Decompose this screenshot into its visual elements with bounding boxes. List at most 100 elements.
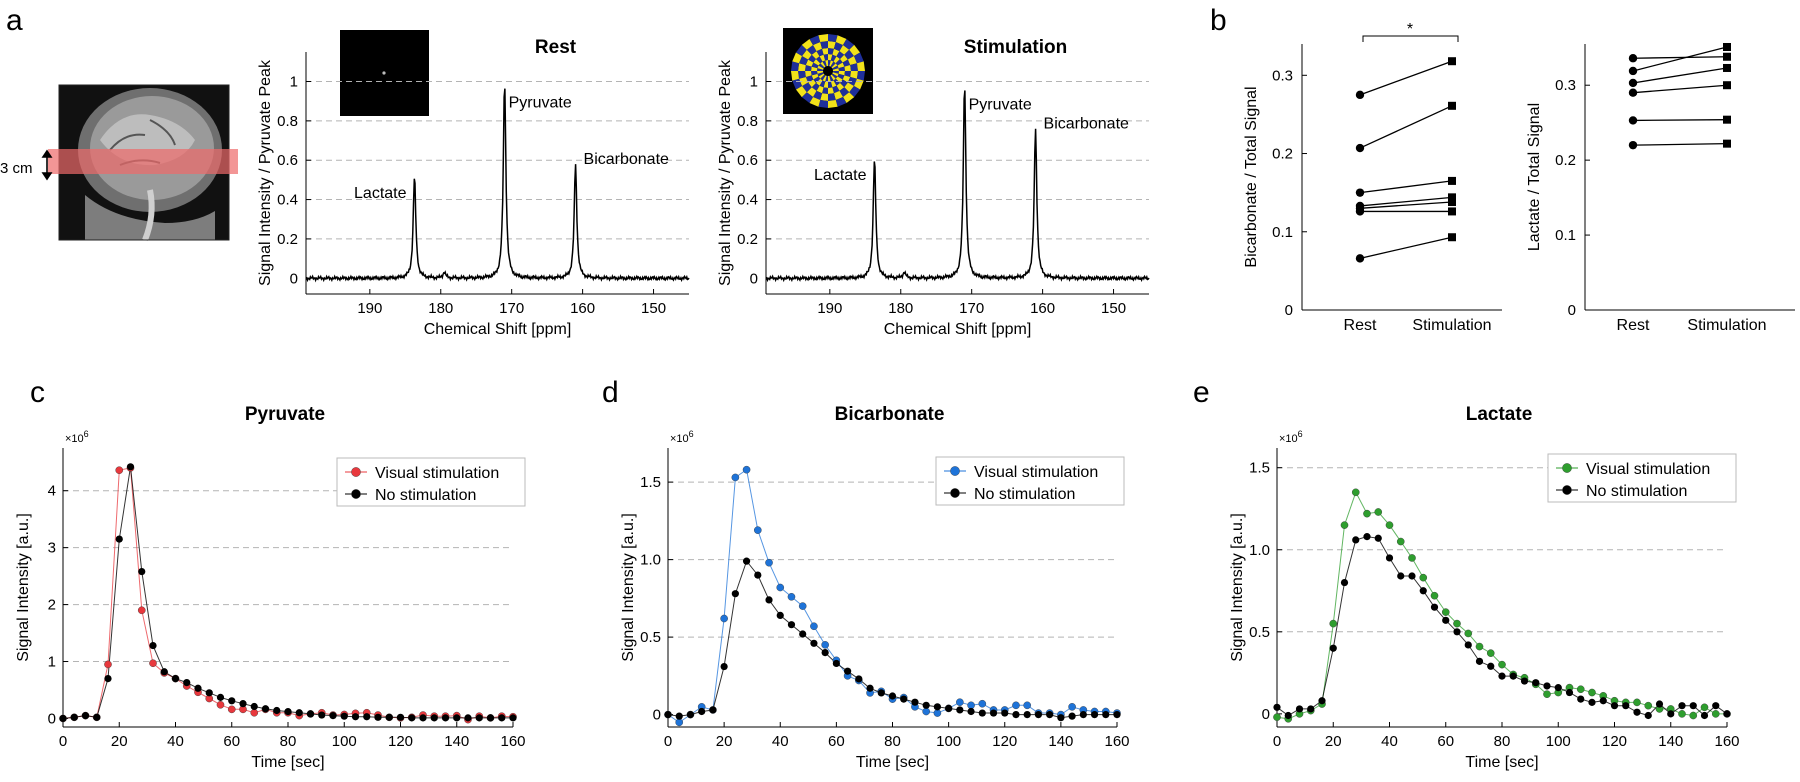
checker-segment [832,71,839,74]
stimulation-point [1448,176,1456,185]
checker-segment [818,34,828,43]
data-point [1622,702,1630,710]
checker-segment [798,63,806,71]
checker-segment [828,93,836,101]
panel-label-d: d [602,376,619,409]
data-point [675,718,684,727]
data-point [1090,711,1099,719]
checker-segment [822,75,827,82]
checker-segment [835,58,843,66]
x-tick-label: 100 [936,733,961,750]
checker-segment [830,80,837,88]
data-point [509,714,517,722]
x-tick-label: 140 [1048,733,1073,750]
legend-marker [1562,485,1572,495]
data-point [1577,695,1585,703]
data-point [933,709,942,717]
y-tick-label: 0.5 [1249,624,1270,641]
data-point [1068,703,1076,711]
data-point [664,711,672,719]
data-point [1509,672,1517,680]
data-point [1430,603,1439,611]
checker-segment [828,81,833,88]
rest-point [1628,88,1638,97]
checker-segment [836,51,845,59]
checker-segment [813,42,823,52]
data-point [250,702,258,711]
x-tick-label: 80 [280,733,297,750]
legend-box [935,456,1125,506]
data-point [1655,700,1664,708]
panel-label-e: e [1193,376,1210,409]
data-point [731,590,739,598]
x-tick-label: 40 [772,733,789,750]
checker-segment [853,52,864,64]
data-point [787,621,796,629]
checker-segment [838,71,845,76]
checker-segment [820,61,826,68]
data-point [1700,711,1709,720]
checker-segment [850,63,858,71]
data-point [956,698,964,707]
panel-label-c: c [30,376,45,409]
y-tick-label: 1 [290,74,298,91]
x-tick-label: 160 [1714,733,1739,750]
checker-segment [813,58,821,66]
rest-point [1355,207,1365,216]
checker-segment [791,61,800,71]
significance-bracket [1362,35,1459,42]
data-point [1644,701,1653,710]
data-point [855,675,863,683]
chart-title: Bicarbonate [835,404,945,425]
x-tick-label: Stimulation [1412,317,1491,334]
legend-marker [351,489,361,499]
data-point [1700,703,1709,712]
data-point [1023,701,1031,710]
data-point [396,713,405,721]
y-axis-title: Signal Intensity / Pyruvate Peak [717,59,734,286]
checker-segment [817,65,824,70]
data-point [306,710,315,718]
data-point [1453,619,1461,628]
x-tick-label: 160 [570,300,595,317]
data-point [183,678,191,687]
data-point [1565,688,1574,697]
data-point [70,713,78,721]
x-tick-label: 160 [1030,300,1055,317]
data-point [1712,702,1720,710]
checker-segment [820,74,826,81]
checker-segment [847,76,857,86]
y-axis-title: Lactate / Total Signal [1526,103,1543,251]
data-point [978,699,987,708]
data-point [329,712,337,720]
checker-segment [818,99,828,108]
checker-segment [815,56,823,64]
rest-point [1628,66,1638,76]
data-point [498,714,506,722]
data-point [1475,657,1484,665]
checker-segment [806,87,817,97]
data-point [765,596,773,604]
y-tick-label: 0.3 [1272,67,1293,84]
data-point [1689,711,1698,720]
data-point [1486,649,1495,657]
data-point [956,706,964,714]
legend-box [1547,453,1737,503]
x-tick-label: 190 [357,300,382,317]
data-point [137,606,146,615]
data-point [1588,688,1596,697]
panel-label-a: a [6,4,23,37]
checker-segment [799,76,809,86]
data-point [754,526,762,534]
x-tick-label: 120 [992,733,1017,750]
data-point [1498,672,1506,680]
y-scale-label: ×106 [65,429,89,445]
checker-segment [805,65,812,71]
data-point [239,700,247,708]
pair-line [1359,201,1453,209]
data-point [978,709,986,717]
data-point [1576,685,1585,694]
data-point [171,675,180,683]
checker-segment [839,45,850,55]
y-tick-label: 3 [48,540,56,557]
